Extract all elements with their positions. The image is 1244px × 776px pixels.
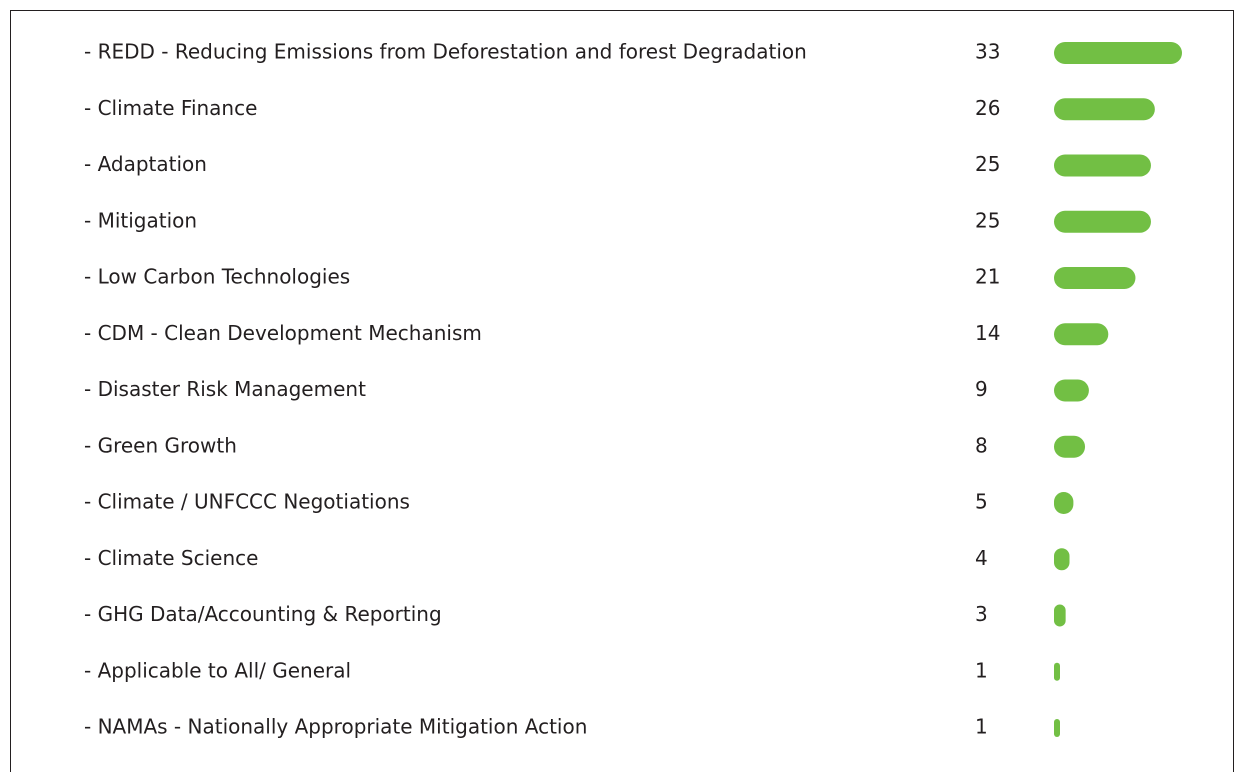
bar	[1054, 435, 1086, 458]
value-label: 8	[975, 433, 988, 457]
frame	[10, 10, 1234, 772]
value-label: 25	[975, 152, 1000, 176]
category-label: - Climate Science	[84, 546, 258, 570]
value-label: 25	[975, 208, 1000, 232]
value-label: 14	[975, 321, 1000, 345]
bar	[1054, 154, 1151, 177]
category-label: - Climate Finance	[84, 96, 257, 120]
bar	[1054, 548, 1070, 571]
value-label: 21	[975, 265, 1000, 289]
category-label: - Low Carbon Technologies	[84, 265, 350, 289]
value-label: 1	[975, 715, 988, 739]
category-label: - Green Growth	[84, 433, 237, 457]
value-label: 3	[975, 602, 988, 626]
bar	[1054, 719, 1060, 737]
bar	[1054, 604, 1066, 627]
bar	[1054, 42, 1182, 64]
bar	[1054, 662, 1060, 681]
bar	[1054, 492, 1074, 514]
value-label: 9	[975, 377, 988, 401]
category-label: - Adaptation	[84, 152, 207, 176]
bar	[1054, 379, 1089, 402]
category-label: - Mitigation	[84, 208, 197, 232]
value-label: 1	[975, 658, 988, 682]
category-label: - Applicable to All/ General	[84, 658, 351, 682]
value-label: 26	[975, 96, 1000, 120]
category-label: - Disaster Risk Management	[84, 377, 366, 401]
bar	[1054, 267, 1136, 289]
bar	[1054, 98, 1155, 121]
value-label: 33	[975, 40, 1000, 64]
value-label: 5	[975, 490, 988, 514]
value-label: 4	[975, 546, 988, 570]
bar	[1054, 210, 1151, 233]
category-label: - CDM - Clean Development Mechanism	[84, 321, 482, 345]
bar	[1054, 323, 1109, 346]
category-label: - Climate / UNFCCC Negotiations	[84, 490, 410, 514]
category-label: - NAMAs - Nationally Appropriate Mitigat…	[84, 715, 587, 739]
category-label: - REDD - Reducing Emissions from Defores…	[84, 40, 807, 64]
category-label: - GHG Data/Accounting & Reporting	[84, 602, 442, 626]
